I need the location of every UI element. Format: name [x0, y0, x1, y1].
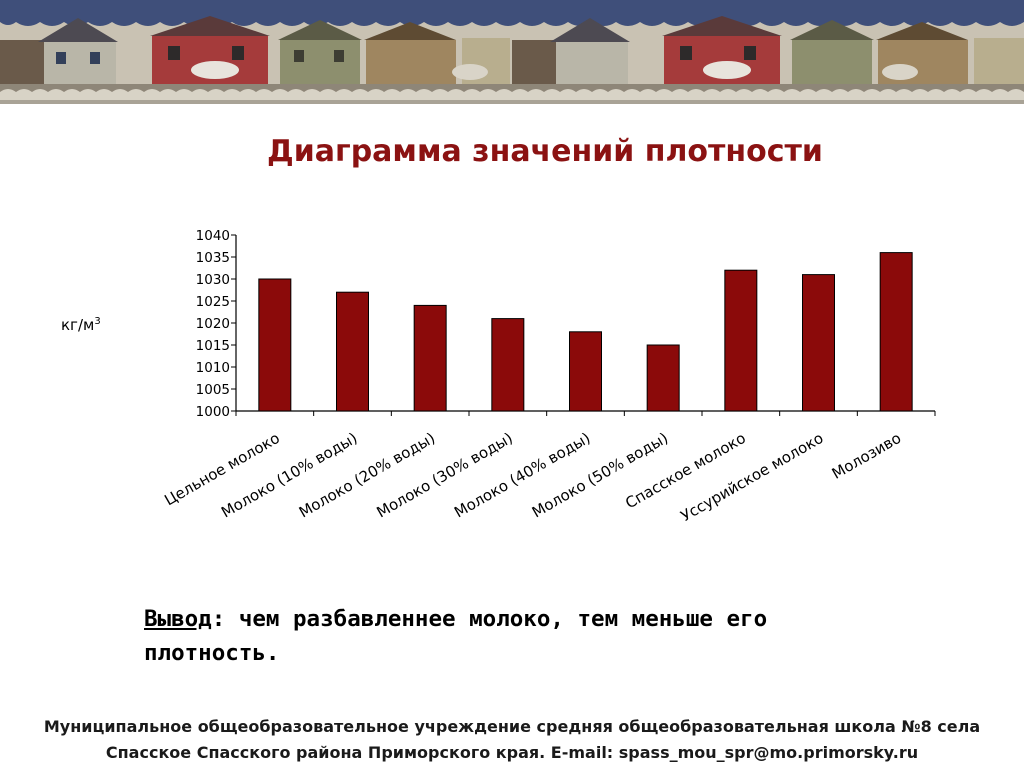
- y-tick-label: 1015: [196, 338, 230, 354]
- footer-line-2: Спасское Спасского района Приморского кр…: [105, 743, 919, 762]
- y-tick-label: 1000: [196, 404, 230, 420]
- x-tick-label: Молоко (30% воды): [374, 429, 516, 522]
- y-axis-label-unit: кг/м: [61, 316, 94, 334]
- conclusion-label: Вывод: [144, 606, 212, 632]
- bar: [646, 344, 680, 412]
- banner-village-picture: [0, 0, 1024, 104]
- x-tick-label: Уссурийское молоко: [678, 429, 827, 525]
- conclusion-text: : чем разбавленнее молоко, тем меньше ег…: [144, 606, 768, 666]
- y-tick-label: 1040: [196, 228, 230, 244]
- bar: [879, 252, 913, 412]
- x-tick-label: Молоко (10% воды): [218, 429, 360, 522]
- x-tick-label: Молоко (40% воды): [451, 429, 593, 522]
- density-bar-chart: 1000 1005 1010 1015 1020 1025 1030 1035 1040 Цел…: [61, 228, 936, 525]
- bar: [258, 278, 292, 412]
- y-axis-label-superscript: 3: [94, 316, 100, 327]
- footer-line-1: Муниципальное общеобразовательное учрежд…: [43, 717, 981, 736]
- bar: [724, 269, 758, 412]
- bar: [491, 318, 525, 412]
- y-tick-label: 1005: [196, 382, 230, 398]
- footer-school-info: Муниципальное общеобразовательное учрежд…: [0, 714, 1024, 766]
- y-axis-label: кг/м3: [61, 316, 101, 334]
- chart-bars: [258, 252, 913, 412]
- conclusion-text-block: Вывод: чем разбавленнее молоко, тем мень…: [144, 602, 904, 670]
- bar: [569, 331, 602, 412]
- slide-title: Диаграмма значений плотности: [267, 134, 823, 169]
- x-tick-label: Молоко (20% воды): [296, 429, 438, 522]
- y-tick-labels: 1000 1005 1010 1015 1020 1025 1030 1035 1040: [196, 228, 230, 420]
- y-tick-label: 1010: [196, 360, 230, 376]
- y-tick-label: 1020: [196, 316, 230, 332]
- y-tick-label: 1030: [196, 272, 230, 288]
- bar: [336, 291, 369, 412]
- y-tick-label: 1035: [196, 250, 230, 266]
- x-tick-label: Молоко (50% воды): [529, 429, 671, 522]
- x-tick-label: Молозиво: [829, 429, 904, 483]
- y-tick-label: 1025: [196, 294, 230, 310]
- bar: [802, 274, 835, 412]
- bar: [413, 304, 447, 412]
